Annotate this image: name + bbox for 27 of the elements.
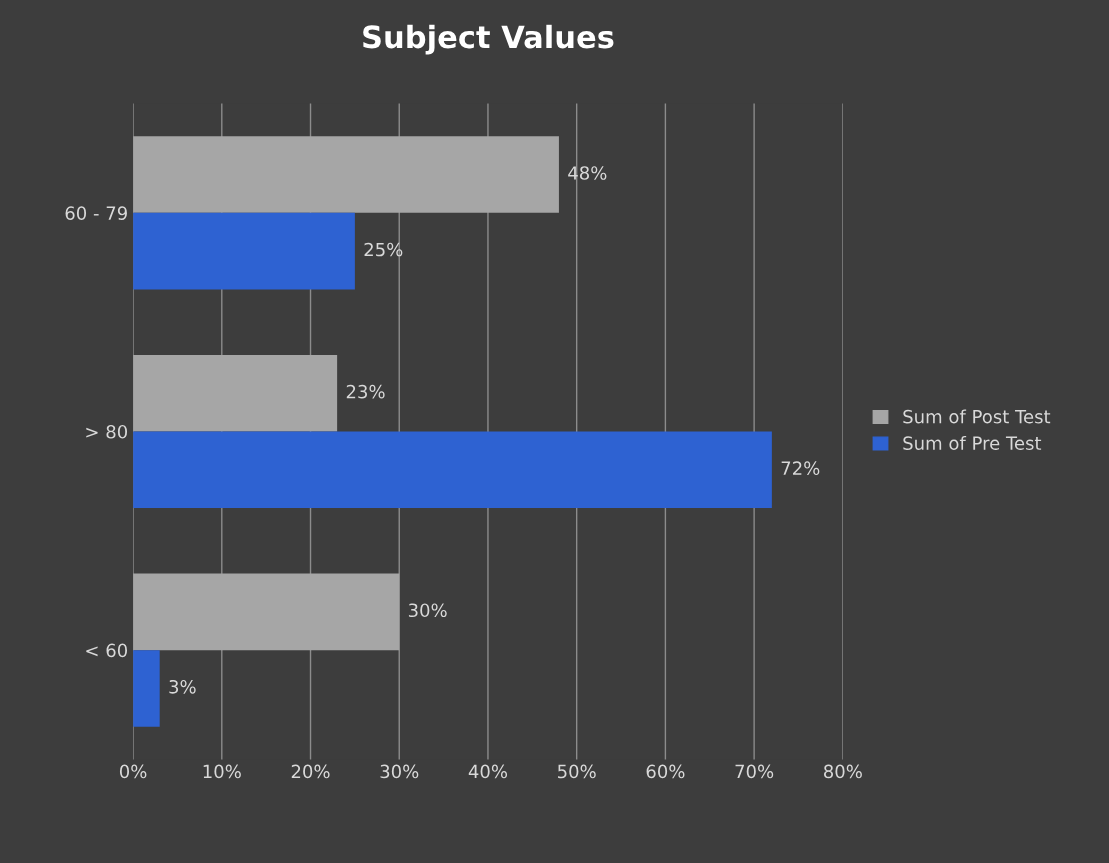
x-tick-label: 70% [735, 764, 774, 779]
bar [133, 650, 160, 727]
x-tick-label: 40% [468, 764, 508, 779]
data-label: 30% [408, 603, 447, 618]
data-label: 23% [346, 384, 385, 399]
data-label: 3% [169, 679, 196, 694]
y-tick-label: < 60 [86, 643, 128, 658]
data-label: 48% [568, 166, 607, 180]
x-tick-label: 20% [291, 764, 330, 779]
x-tick-label: 10% [203, 764, 241, 779]
bar [133, 573, 400, 651]
bar [133, 431, 772, 509]
x-tick-label: 60% [646, 764, 685, 779]
y-tick-label: 60 - 79 [65, 206, 127, 220]
legend-label: Sum of Pre Test [903, 436, 1042, 450]
x-tick-label: 30% [380, 764, 419, 779]
bar [133, 212, 355, 290]
y-tick-label: > 80 [86, 424, 128, 439]
data-label: 72% [781, 461, 820, 475]
bar [133, 136, 559, 213]
x-tick-label: 50% [558, 764, 596, 779]
legend-label: Sum of Post Test [903, 409, 1051, 424]
chart-title: Subject Values [363, 24, 614, 55]
bar [133, 354, 338, 432]
x-tick-label: 0% [119, 764, 147, 779]
x-tick-label: 80% [824, 764, 862, 779]
data-label: 25% [364, 242, 403, 257]
